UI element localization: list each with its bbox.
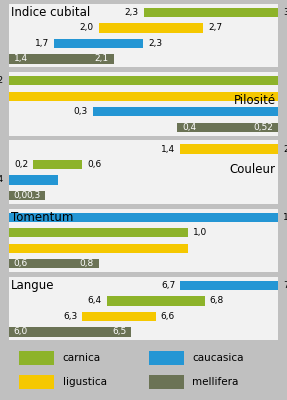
Text: 1,7: 1,7 bbox=[34, 39, 49, 48]
Bar bbox=[9, 92, 278, 101]
FancyBboxPatch shape bbox=[20, 375, 55, 389]
Text: Indice cubital: Indice cubital bbox=[11, 6, 91, 19]
Text: 0,6: 0,6 bbox=[87, 160, 101, 169]
Text: 1,0: 1,0 bbox=[193, 228, 208, 237]
Bar bbox=[33, 160, 82, 169]
Text: 2,3: 2,3 bbox=[125, 8, 139, 17]
Text: Couleur: Couleur bbox=[230, 162, 276, 176]
Bar bbox=[9, 228, 189, 237]
FancyBboxPatch shape bbox=[149, 351, 184, 365]
Text: ligustica: ligustica bbox=[63, 377, 106, 387]
Text: 1,2: 1,2 bbox=[283, 213, 287, 222]
Text: 2,7: 2,7 bbox=[208, 24, 222, 32]
Bar bbox=[98, 23, 203, 33]
Bar bbox=[107, 296, 205, 306]
Text: 3,2: 3,2 bbox=[283, 8, 287, 17]
Bar bbox=[9, 212, 278, 222]
Bar bbox=[9, 76, 278, 86]
Text: 1,4: 1,4 bbox=[161, 144, 175, 154]
Text: 6,6: 6,6 bbox=[161, 312, 175, 321]
Bar bbox=[180, 281, 278, 290]
Text: 6,8: 6,8 bbox=[210, 296, 224, 306]
Text: Tomentum: Tomentum bbox=[11, 211, 74, 224]
Text: Langue: Langue bbox=[11, 279, 55, 292]
Text: 0,0: 0,0 bbox=[13, 191, 28, 200]
Bar bbox=[54, 39, 144, 48]
Text: 6,3: 6,3 bbox=[63, 312, 77, 321]
Bar bbox=[9, 191, 45, 200]
Bar bbox=[93, 107, 278, 116]
Bar bbox=[9, 259, 98, 268]
Text: carnica: carnica bbox=[63, 353, 101, 363]
Text: 0,4: 0,4 bbox=[0, 176, 4, 184]
Bar bbox=[180, 144, 278, 154]
Bar bbox=[9, 54, 114, 64]
Bar bbox=[9, 175, 58, 185]
Text: 6,5: 6,5 bbox=[112, 328, 126, 336]
Text: 6,0: 6,0 bbox=[13, 328, 28, 336]
Text: 0,4: 0,4 bbox=[182, 123, 196, 132]
Bar bbox=[9, 327, 131, 336]
Text: 7,1: 7,1 bbox=[283, 281, 287, 290]
Bar bbox=[177, 122, 278, 132]
Bar bbox=[9, 244, 189, 253]
Text: 2,0: 2,0 bbox=[79, 24, 94, 32]
Text: 1,4: 1,4 bbox=[13, 54, 28, 64]
Text: 0,3: 0,3 bbox=[74, 107, 88, 116]
Text: 0,6: 0,6 bbox=[13, 259, 28, 268]
Text: 0,2: 0,2 bbox=[0, 76, 4, 85]
Text: 0,8: 0,8 bbox=[79, 259, 94, 268]
Text: mellifera: mellifera bbox=[192, 377, 238, 387]
Text: 6,4: 6,4 bbox=[88, 296, 102, 306]
Text: 2,1: 2,1 bbox=[94, 54, 109, 64]
Bar bbox=[144, 8, 278, 17]
Text: Pilosité: Pilosité bbox=[234, 94, 276, 107]
Text: 0,3: 0,3 bbox=[26, 191, 40, 200]
FancyBboxPatch shape bbox=[20, 351, 55, 365]
FancyBboxPatch shape bbox=[149, 375, 184, 389]
Text: 0,2: 0,2 bbox=[14, 160, 28, 169]
Text: 6,7: 6,7 bbox=[161, 281, 175, 290]
Bar bbox=[82, 312, 156, 321]
Text: 0,52: 0,52 bbox=[254, 123, 274, 132]
Text: caucasica: caucasica bbox=[192, 353, 244, 363]
Text: 2,3: 2,3 bbox=[148, 39, 162, 48]
Text: 2,2: 2,2 bbox=[283, 144, 287, 154]
